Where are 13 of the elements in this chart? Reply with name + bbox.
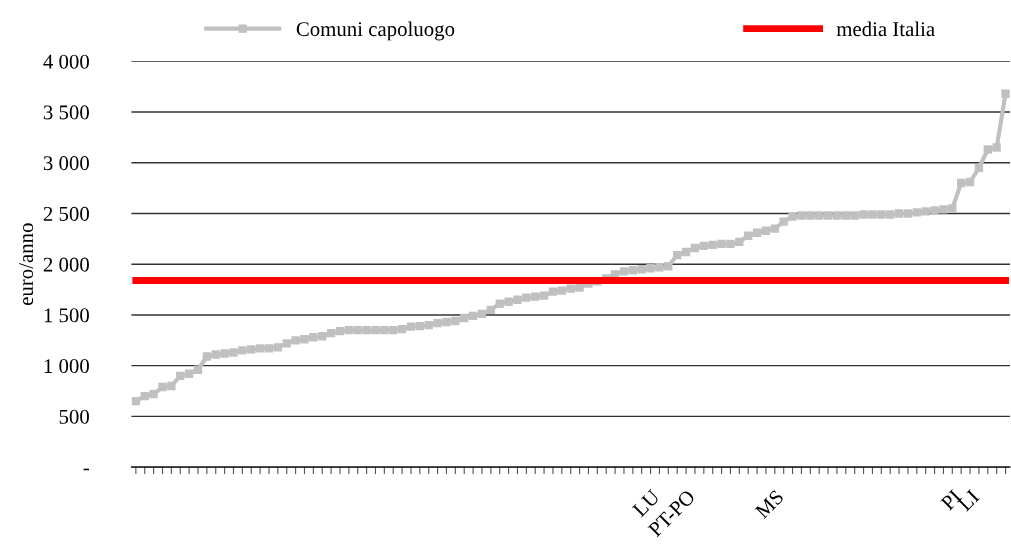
y-tick-label: 1 500 [44,308,89,323]
y-tick-label: 3 000 [43,156,89,171]
y-tick-label: 500 [59,409,89,424]
x-tick-label: MS [754,489,785,520]
y-tick-label: 3 500 [43,105,89,120]
y-tick-label: 4 000 [43,54,89,69]
y-tick-label: 2 500 [43,206,89,221]
y-tick-label: 1 000 [44,359,89,374]
legend-label: media Italia [836,21,935,37]
y-axis-title: euro/anno [19,223,34,306]
y-tick-label: - [83,468,90,471]
legend-label: Comuni capoluogo [296,21,455,41]
y-tick-label: 2 000 [43,257,89,272]
